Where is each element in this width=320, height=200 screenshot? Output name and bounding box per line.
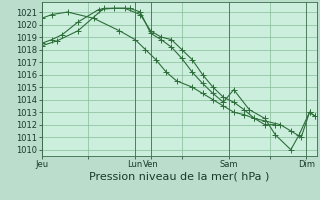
X-axis label: Pression niveau de la mer( hPa ): Pression niveau de la mer( hPa ) bbox=[89, 172, 269, 182]
